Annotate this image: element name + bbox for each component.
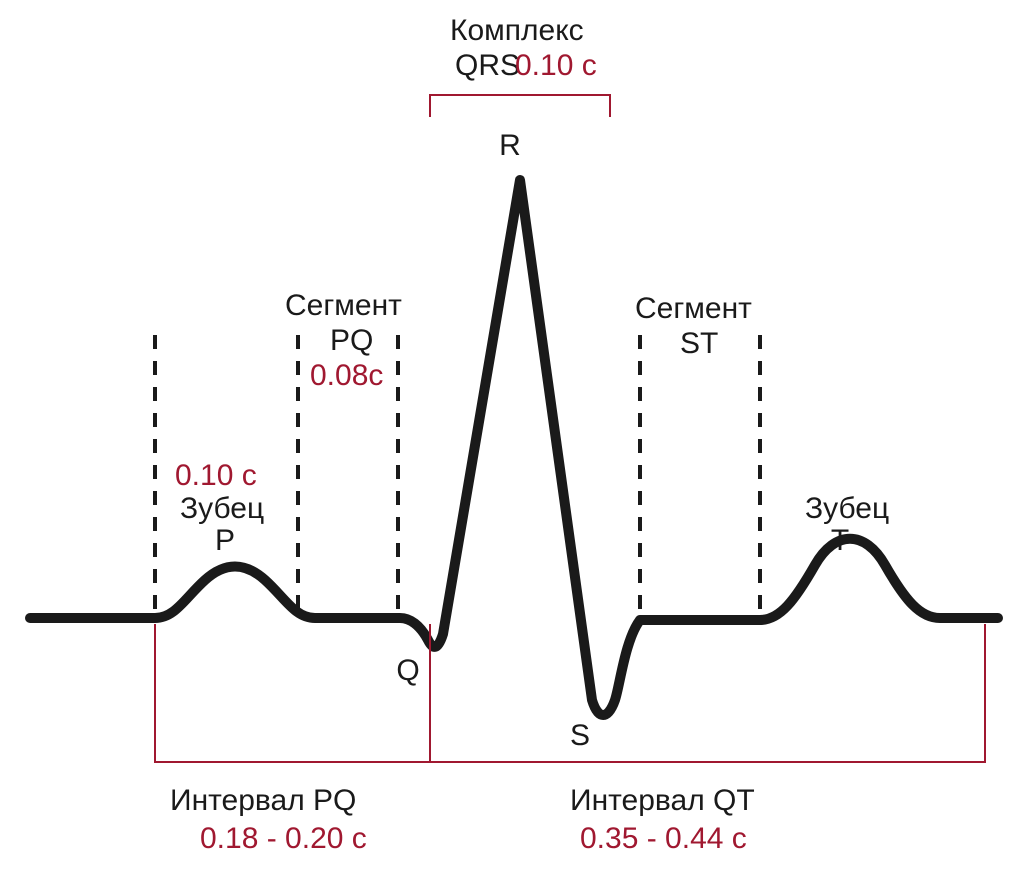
label-interval-pq: Интервал PQ <box>170 784 356 817</box>
label-segment-st-2: ST <box>680 327 718 360</box>
label-p-label: Зубец <box>180 492 264 525</box>
label-t-label: Зубец <box>805 492 889 525</box>
label-segment-pq-1: Сегмент <box>285 289 402 322</box>
ecg-diagram: PQRSTКомплексQRS0.10 сСегментPQ0.08сСегм… <box>0 0 1024 875</box>
label-complex-qrs: QRS <box>455 49 520 82</box>
ecg-waveform <box>30 180 998 715</box>
label-complex-title: Комплекс <box>450 14 584 47</box>
wave-letter-t: T <box>831 524 849 557</box>
label-interval-qt: Интервал QT <box>570 784 755 817</box>
label-segment-pq-2: PQ <box>330 324 373 357</box>
bracket <box>155 740 430 762</box>
label-segment-pq-time: 0.08с <box>310 359 383 392</box>
wave-letter-q: Q <box>396 654 419 687</box>
bracket <box>430 95 610 117</box>
wave-letter-s: S <box>570 719 590 752</box>
wave-letter-r: R <box>499 129 521 162</box>
label-p-time: 0.10 с <box>175 459 257 492</box>
label-interval-qt-time: 0.35 - 0.44 с <box>580 822 747 855</box>
bracket <box>430 740 985 762</box>
label-complex-time: 0.10 с <box>515 49 597 82</box>
label-interval-pq-time: 0.18 - 0.20 с <box>200 822 367 855</box>
label-segment-st-1: Сегмент <box>635 292 752 325</box>
wave-letter-p: P <box>215 524 235 557</box>
